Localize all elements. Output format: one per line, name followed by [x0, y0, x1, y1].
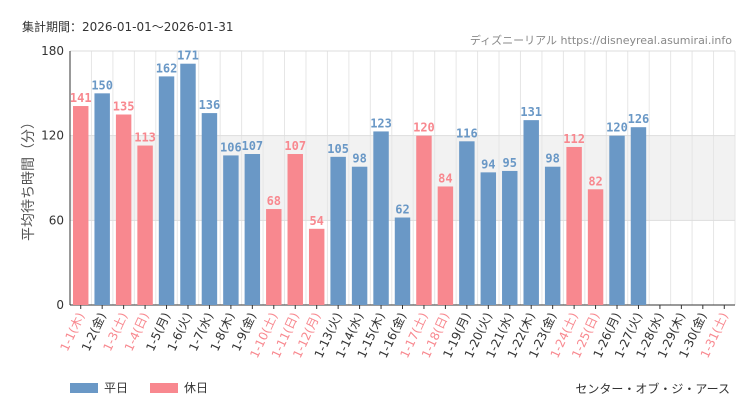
value-label: 54	[309, 214, 323, 228]
bar-1-7(水)[interactable]	[201, 113, 218, 305]
bar-1-24(土)[interactable]	[566, 146, 582, 305]
bar-1-22(木)[interactable]	[523, 120, 539, 306]
value-label: 116	[456, 126, 478, 140]
bar-1-21(水)[interactable]	[502, 170, 518, 305]
value-label: 113	[134, 131, 156, 145]
bar-1-14(水)[interactable]	[351, 166, 368, 305]
bar-1-18(日)[interactable]	[437, 186, 454, 305]
value-label: 62	[395, 203, 409, 217]
value-label: 120	[606, 121, 628, 135]
value-label: 107	[284, 139, 306, 153]
legend-label-weekday: 平日	[104, 381, 129, 395]
value-label: 120	[413, 121, 435, 135]
value-label: 112	[563, 132, 585, 146]
value-label: 68	[267, 194, 281, 208]
source-credit: ディズニーリアル https://disneyreal.asumirai.inf…	[469, 34, 732, 47]
value-label: 141	[70, 91, 92, 105]
value-label: 135	[113, 100, 135, 114]
bar-1-20(火)[interactable]	[480, 172, 497, 305]
value-label: 95	[503, 156, 517, 170]
legend: 平日 休日	[70, 379, 208, 396]
y-tick-label: 120	[41, 129, 64, 143]
value-label: 98	[545, 152, 559, 166]
value-label: 123	[370, 116, 392, 130]
legend-item-holiday[interactable]: 休日	[150, 379, 208, 396]
attraction-name: センター・オブ・ジ・アース	[575, 382, 730, 396]
bar-1-2(金)[interactable]	[94, 93, 110, 305]
y-axis-title: 平均待ち時間（分）	[21, 115, 37, 241]
value-label: 105	[327, 142, 349, 156]
bar-1-6(火)[interactable]	[180, 63, 196, 306]
bar-1-16(金)[interactable]	[394, 217, 411, 305]
value-label: 106	[220, 140, 242, 154]
bar-1-13(火)[interactable]	[330, 156, 346, 305]
bar-1-12(月)[interactable]	[308, 228, 325, 305]
y-tick-label: 0	[56, 298, 64, 312]
value-label: 84	[438, 171, 452, 185]
legend-label-holiday: 休日	[184, 381, 209, 395]
y-tick-label: 180	[41, 44, 64, 58]
bar-1-26(月)[interactable]	[609, 135, 625, 305]
bar-1-11(日)[interactable]	[287, 154, 303, 305]
bar-1-10(土)[interactable]	[266, 209, 282, 305]
value-label: 126	[628, 112, 650, 126]
value-label: 98	[352, 152, 366, 166]
bar-1-19(月)[interactable]	[459, 141, 475, 305]
value-label: 171	[177, 49, 199, 63]
legend-swatch-holiday	[150, 382, 179, 393]
value-label: 82	[588, 174, 602, 188]
bar-1-9(金)[interactable]	[244, 154, 261, 305]
bar-1-5(月)[interactable]	[158, 76, 175, 306]
bar-1-3(土)[interactable]	[115, 114, 132, 306]
legend-item-weekday[interactable]: 平日	[70, 379, 128, 396]
value-label: 162	[156, 61, 178, 75]
value-label: 131	[520, 105, 542, 119]
bar-1-8(木)[interactable]	[223, 155, 239, 305]
bar-1-17(土)[interactable]	[416, 135, 432, 305]
y-tick-label: 60	[49, 213, 64, 227]
period-label: 集計期間：2026-01-01〜2026-01-31	[22, 20, 234, 34]
bar-1-15(木)[interactable]	[373, 131, 389, 305]
value-label: 136	[199, 98, 221, 112]
bar-1-4(日)[interactable]	[137, 145, 153, 305]
value-label: 107	[241, 139, 263, 153]
value-label: 94	[481, 157, 495, 171]
bar-1-23(金)[interactable]	[544, 166, 561, 305]
bar-1-27(火)[interactable]	[630, 127, 647, 305]
bar-1-1(木)[interactable]	[73, 106, 89, 306]
value-label: 150	[91, 78, 113, 92]
bar-1-25(日)[interactable]	[587, 189, 604, 305]
legend-swatch-weekday	[70, 382, 98, 393]
